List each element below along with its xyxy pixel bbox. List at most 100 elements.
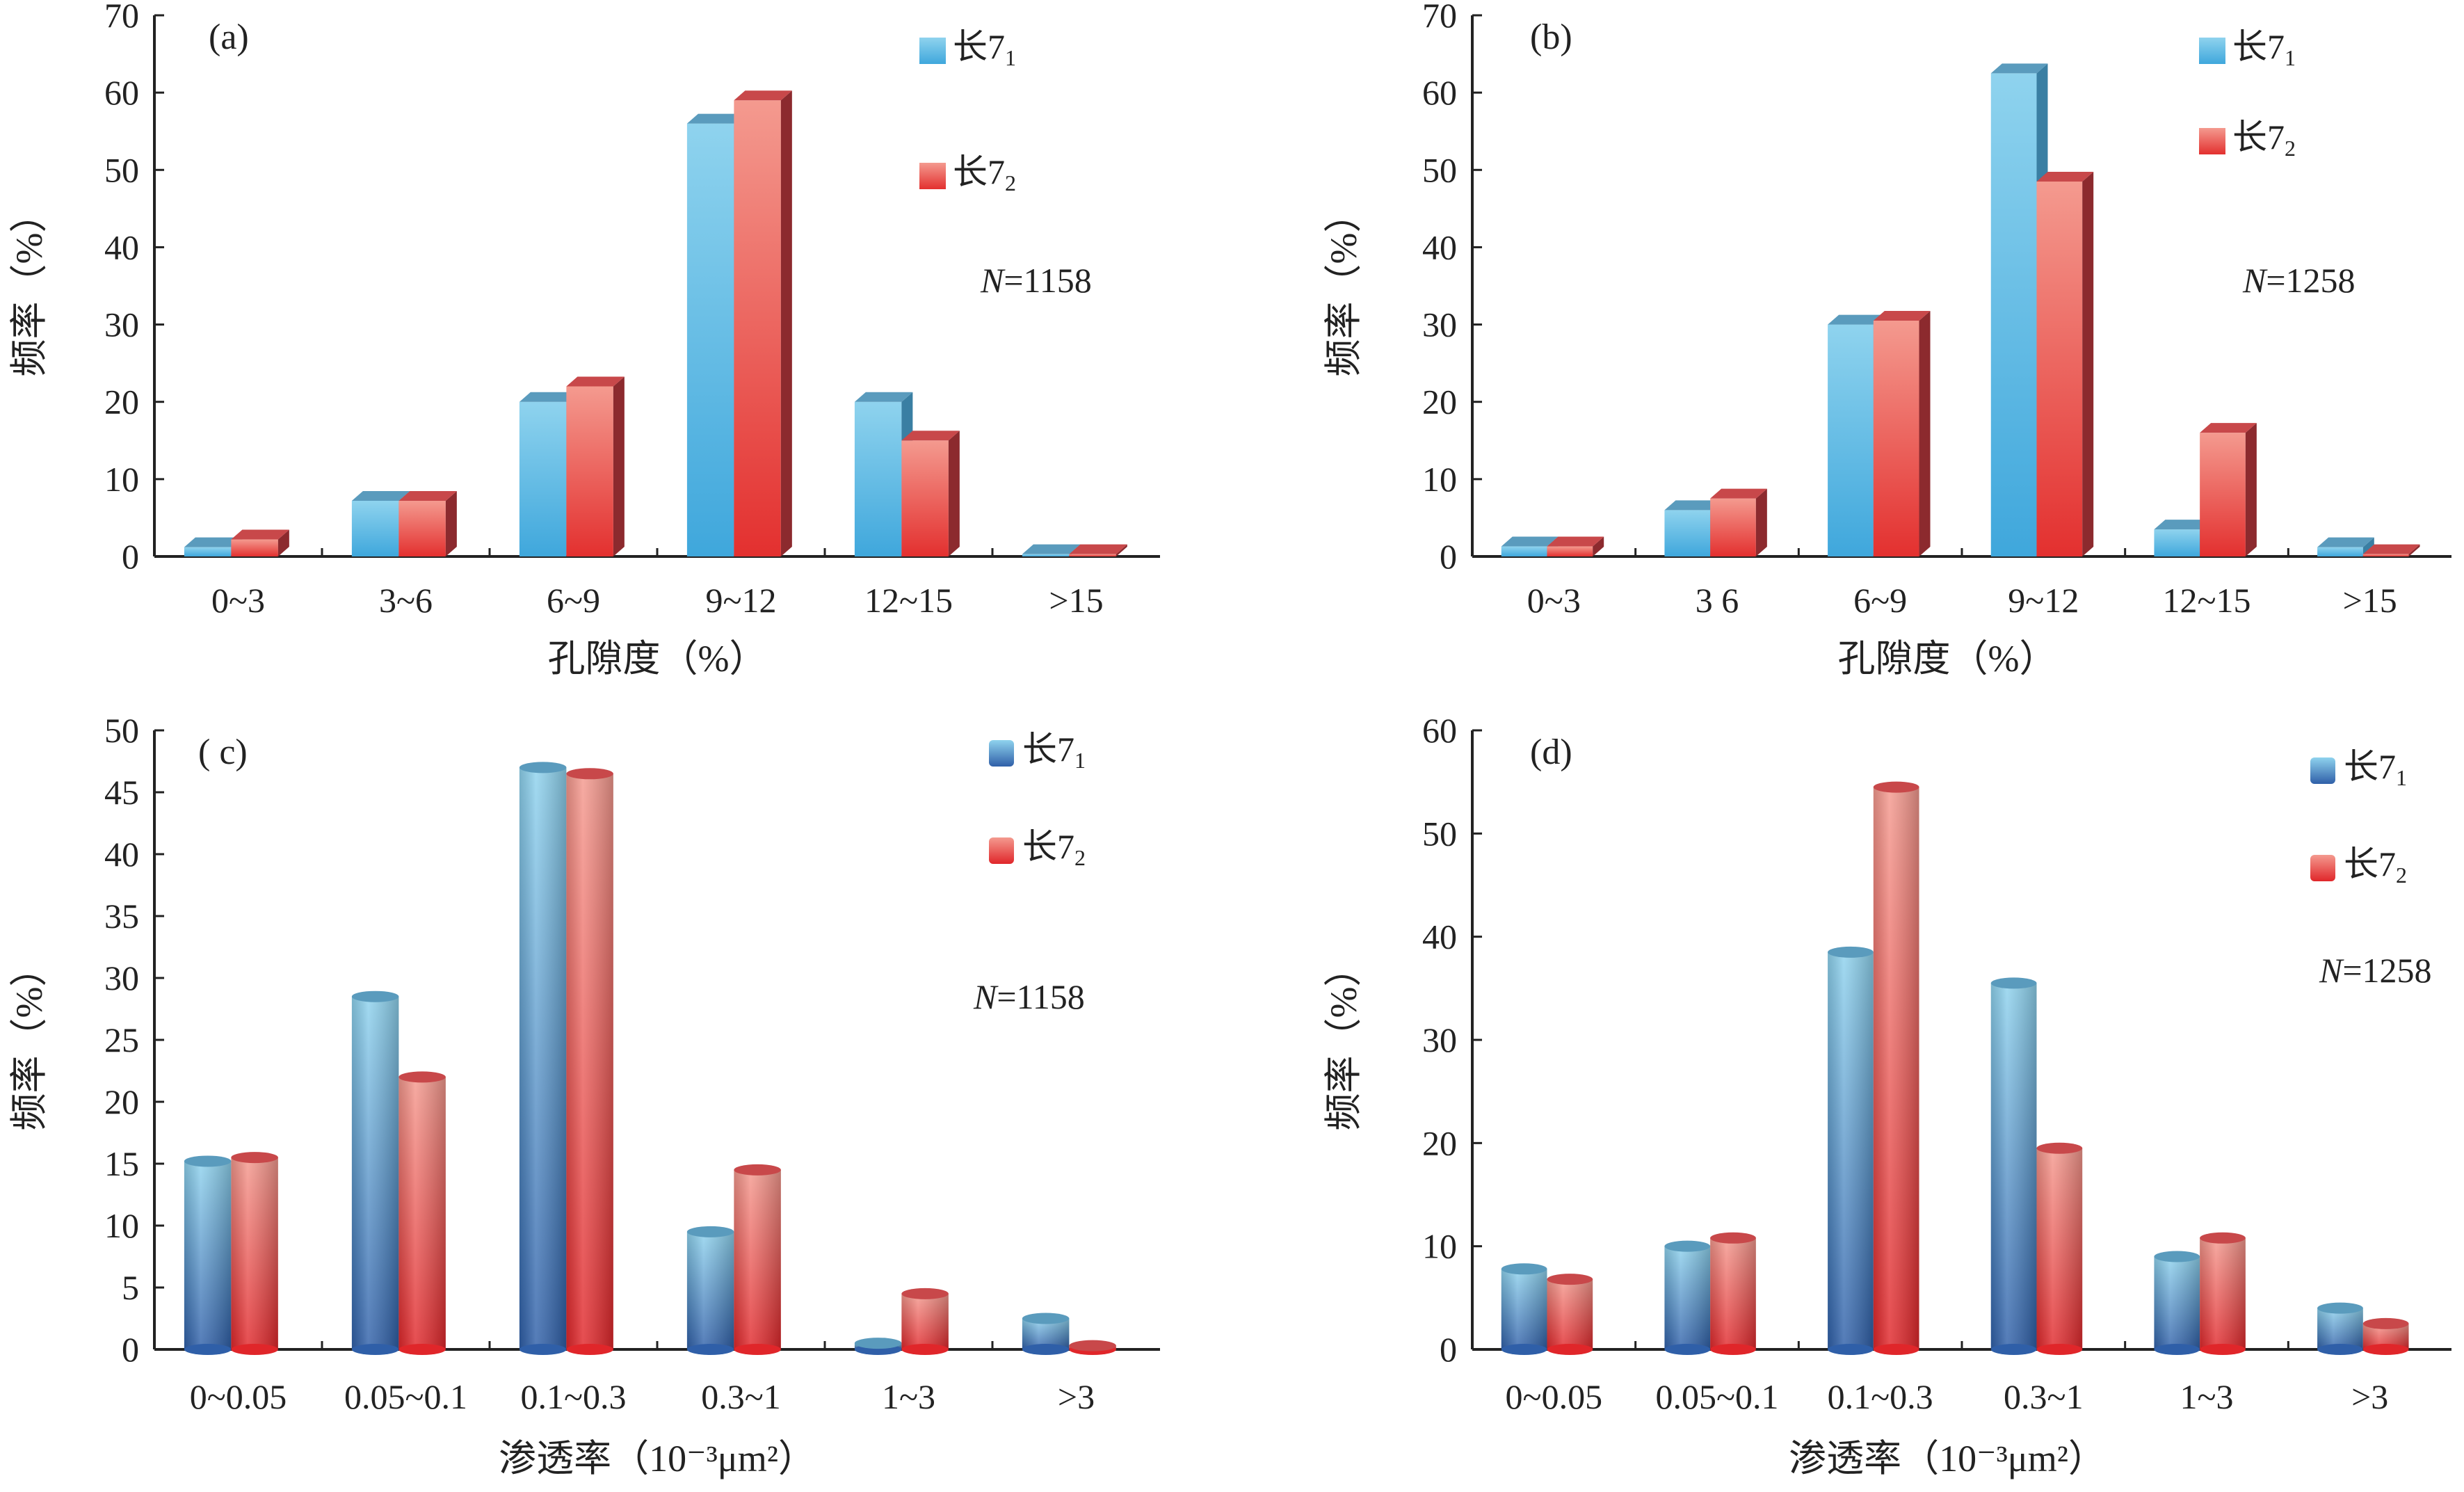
bar-top xyxy=(184,1155,232,1167)
panel-label: (d) xyxy=(1530,732,1572,772)
y-tick-label: 50 xyxy=(1422,814,1457,853)
x-tick-label: 1~3 xyxy=(882,1377,935,1416)
bar-chang71 xyxy=(2154,529,2200,556)
bar-top xyxy=(2036,1142,2083,1154)
bar-shade xyxy=(2036,1148,2083,1349)
bar-shade xyxy=(398,1077,446,1349)
x-tick-label: 0~0.05 xyxy=(1506,1377,1603,1416)
panel-c: 0 5 10 15 20 25 30 35 40 45 50 0~0.05 0.05~0.1 0.1~0.… xyxy=(8,711,1160,1479)
bar-chang72 xyxy=(1710,498,1756,556)
y-tick-label: 0 xyxy=(1440,537,1457,576)
panel-a: 0 10 20 30 40 50 60 70 0~3 3~6 6~9 9~12 12~15 >15 (a) 长… xyxy=(8,0,1160,680)
panel-label: (a) xyxy=(209,17,249,57)
panel-d: 0 10 20 30 40 50 60 0~0.05 0.05~0.1 0.1~0.3 0.3~1 1… xyxy=(1323,711,2451,1479)
legend-swatch xyxy=(2310,757,2335,784)
bar-chang71 xyxy=(184,547,232,556)
x-tick-label: 0~3 xyxy=(211,581,265,620)
bar-top xyxy=(1990,63,2048,74)
y-tick-label: 50 xyxy=(104,711,139,750)
bar-chang71 xyxy=(1501,546,1547,556)
bar-base xyxy=(2317,1344,2363,1355)
bar-shade xyxy=(1547,1279,1593,1349)
legend-label: 长71 xyxy=(953,27,1016,70)
bar-base xyxy=(1022,1344,1070,1355)
x-axis-label: 渗透率（10⁻³μm²） xyxy=(499,1438,816,1479)
x-tick-label: 3~6 xyxy=(379,581,433,620)
y-tick-label: 20 xyxy=(104,383,139,422)
bar-shade xyxy=(734,1169,781,1349)
legend-label: 长72 xyxy=(2344,844,2407,888)
bar-base xyxy=(734,1344,781,1355)
y-axis-label: 频率（%） xyxy=(1323,949,1364,1131)
y-tick-label: 0 xyxy=(122,1330,139,1369)
bar-top xyxy=(351,990,399,1002)
bar-top xyxy=(1547,1274,1593,1285)
bar-chang72 xyxy=(2200,433,2246,556)
panel-b: 0 10 20 30 40 50 60 70 0~3 3 6 6~9 9~12 12~15 >15 (b) 长… xyxy=(1323,0,2451,680)
n-annotation: N=1258 xyxy=(2242,261,2356,300)
x-tick-label: 0.3~1 xyxy=(701,1377,781,1416)
x-tick-label: 0.05~0.1 xyxy=(344,1377,467,1416)
bar-top xyxy=(351,490,410,501)
bar-base xyxy=(1873,1344,1919,1355)
bar-top xyxy=(519,392,578,402)
x-tick-label: 3 6 xyxy=(1696,581,1739,620)
bar-chang72 xyxy=(398,500,446,556)
y-tick-label: 10 xyxy=(104,1206,139,1245)
y-tick-label: 20 xyxy=(1422,1123,1457,1162)
y-axis-label: 频率（%） xyxy=(8,949,50,1131)
bar-chang72 xyxy=(901,440,949,556)
bar-side xyxy=(613,376,625,556)
y-tick-label: 70 xyxy=(104,0,139,35)
legend-label: 长71 xyxy=(2232,27,2296,70)
bar-chang72 xyxy=(1069,554,1116,556)
y-tick-label: 60 xyxy=(104,73,139,112)
bar-side xyxy=(1919,311,1931,556)
bar-shade xyxy=(901,1293,949,1349)
x-tick-label: 0.3~1 xyxy=(2004,1377,2084,1416)
x-tick-label: 12~15 xyxy=(864,581,953,620)
x-tick-label: 6~9 xyxy=(1853,581,1907,620)
y-tick-label: 45 xyxy=(104,773,139,812)
legend-swatch xyxy=(989,740,1014,767)
x-tick-label: 12~15 xyxy=(2162,581,2250,620)
bar-shade xyxy=(1501,1269,1547,1349)
bar-chang71 xyxy=(351,500,399,556)
y-tick-label: 30 xyxy=(104,958,139,997)
y-axis-label: 频率（%） xyxy=(1323,195,1364,377)
y-tick-label: 40 xyxy=(1422,227,1457,266)
y-tick-label: 50 xyxy=(1422,150,1457,189)
bar-chang72 xyxy=(2362,554,2409,556)
y-tick-label: 20 xyxy=(104,1082,139,1121)
bar-top xyxy=(519,762,567,773)
bar-shade xyxy=(184,1161,232,1349)
y-tick-label: 70 xyxy=(1422,0,1457,35)
bar-top xyxy=(1022,1313,1070,1324)
panel-label: ( c) xyxy=(198,732,248,772)
bar-shade xyxy=(2154,1256,2200,1349)
bar-base xyxy=(398,1344,446,1355)
bar-top xyxy=(2154,1251,2200,1262)
bar-top xyxy=(2200,423,2257,433)
bar-side xyxy=(1593,536,1604,556)
bar-shade xyxy=(1710,1237,1756,1349)
bar-shade xyxy=(1873,787,1919,1349)
bar-chang71 xyxy=(1828,324,1874,556)
bar-chang71 xyxy=(1664,510,1711,556)
y-tick-label: 10 xyxy=(1422,1227,1457,1266)
bar-top xyxy=(566,376,625,387)
x-tick-label: >15 xyxy=(1049,581,1103,620)
bar-base xyxy=(1828,1344,1874,1355)
bar-shade xyxy=(2317,1308,2363,1349)
legend-swatch xyxy=(919,163,946,189)
bar-side xyxy=(1755,488,1767,556)
bar-top xyxy=(2362,1317,2409,1329)
bar-top xyxy=(854,392,913,402)
bar-top xyxy=(231,1152,278,1164)
x-axis-label: 孔隙度（%） xyxy=(1838,638,2057,680)
bar-top xyxy=(1022,544,1081,554)
bar-top xyxy=(734,90,792,101)
y-tick-label: 30 xyxy=(1422,1020,1457,1059)
bar-top xyxy=(1710,488,1767,499)
bar-top xyxy=(686,113,746,124)
